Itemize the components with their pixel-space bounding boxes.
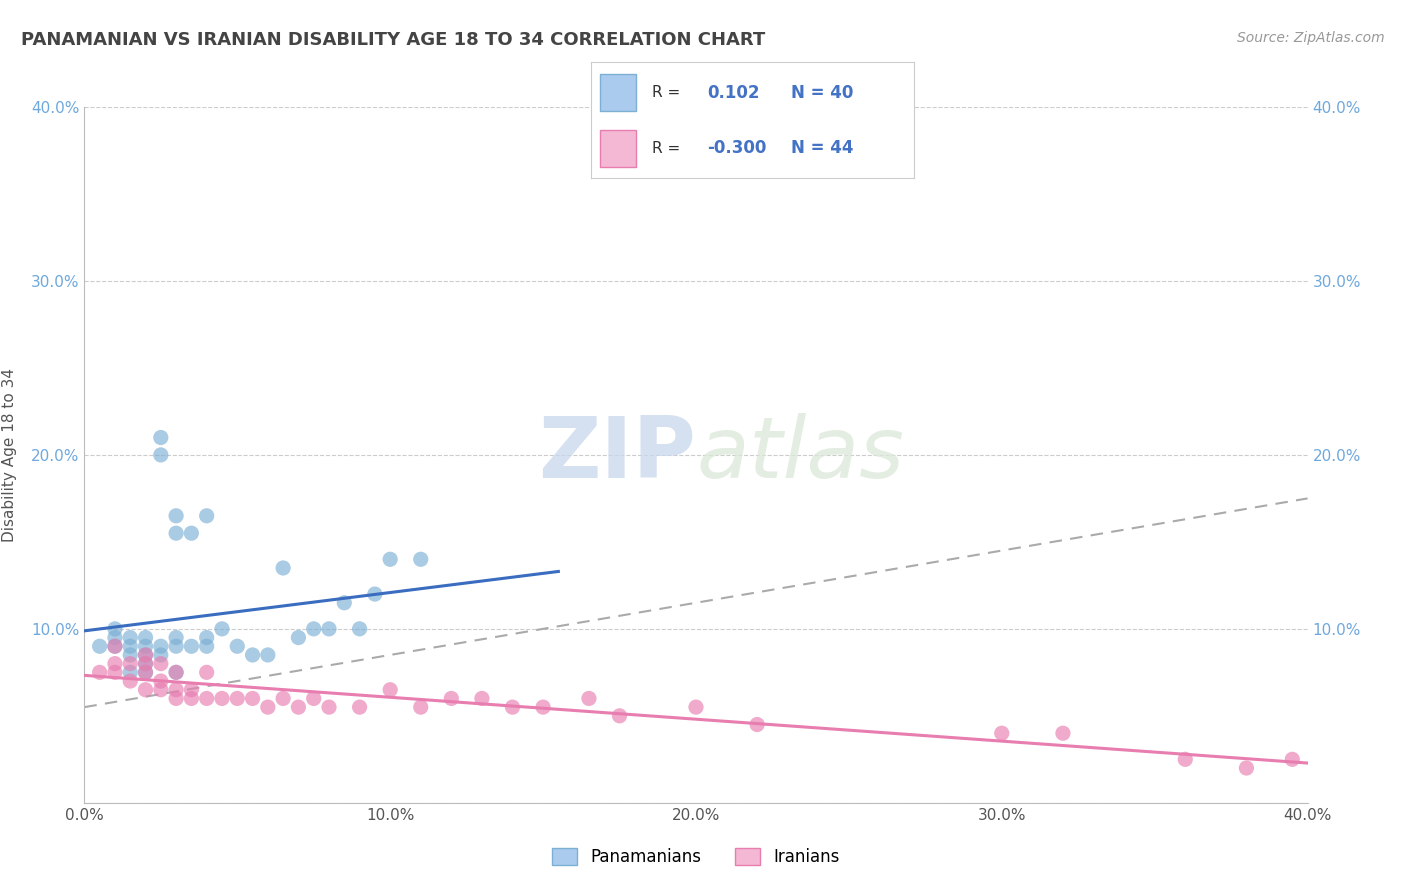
Point: [211, 691, 233, 706]
Point: [149, 648, 172, 662]
Text: PANAMANIAN VS IRANIAN DISABILITY AGE 18 TO 34 CORRELATION CHART: PANAMANIAN VS IRANIAN DISABILITY AGE 18 …: [21, 31, 765, 49]
Point: [685, 700, 707, 714]
Point: [333, 596, 356, 610]
Point: [104, 631, 127, 645]
Text: ZIP: ZIP: [538, 413, 696, 497]
Point: [104, 639, 127, 653]
Point: [135, 657, 157, 671]
Point: [409, 700, 432, 714]
Point: [226, 691, 249, 706]
Point: [1052, 726, 1074, 740]
Point: [195, 665, 218, 680]
Point: [135, 648, 157, 662]
Point: [991, 726, 1014, 740]
Point: [287, 700, 309, 714]
Point: [409, 552, 432, 566]
Point: [135, 665, 157, 680]
Point: [471, 691, 494, 706]
Point: [180, 682, 202, 697]
Point: [302, 691, 325, 706]
Point: [318, 700, 340, 714]
Point: [149, 448, 172, 462]
Text: R =: R =: [652, 85, 681, 100]
Point: [104, 657, 127, 671]
Point: [195, 508, 218, 523]
Point: [257, 648, 280, 662]
Point: [120, 648, 142, 662]
Point: [1174, 752, 1197, 766]
Point: [120, 639, 142, 653]
Point: [120, 631, 142, 645]
Point: [89, 665, 111, 680]
Point: [149, 682, 172, 697]
Point: [135, 639, 157, 653]
Point: [747, 717, 769, 731]
Point: [165, 631, 187, 645]
Point: [578, 691, 600, 706]
Point: [135, 648, 157, 662]
Point: [135, 665, 157, 680]
Text: Source: ZipAtlas.com: Source: ZipAtlas.com: [1237, 31, 1385, 45]
Point: [271, 561, 294, 575]
Point: [271, 691, 294, 706]
Point: [165, 508, 187, 523]
Point: [302, 622, 325, 636]
Point: [502, 700, 524, 714]
Point: [195, 691, 218, 706]
Point: [349, 622, 371, 636]
Point: [211, 622, 233, 636]
Point: [226, 639, 249, 653]
Text: N = 44: N = 44: [792, 139, 853, 157]
Point: [135, 631, 157, 645]
Point: [165, 639, 187, 653]
Point: [135, 657, 157, 671]
Point: [180, 639, 202, 653]
Point: [531, 700, 554, 714]
Point: [120, 674, 142, 689]
Point: [1281, 752, 1303, 766]
Point: [180, 526, 202, 541]
Point: [165, 665, 187, 680]
Point: [104, 665, 127, 680]
Legend: Panamanians, Iranians: Panamanians, Iranians: [544, 839, 848, 874]
Point: [318, 622, 340, 636]
Point: [609, 708, 631, 723]
Point: [180, 691, 202, 706]
Point: [364, 587, 387, 601]
Point: [242, 648, 264, 662]
Point: [380, 552, 402, 566]
Text: -0.300: -0.300: [707, 139, 766, 157]
Point: [149, 639, 172, 653]
Point: [287, 631, 309, 645]
Point: [149, 674, 172, 689]
Text: N = 40: N = 40: [792, 84, 853, 102]
Point: [165, 682, 187, 697]
Point: [120, 665, 142, 680]
Text: atlas: atlas: [696, 413, 904, 497]
Text: 0.102: 0.102: [707, 84, 759, 102]
Point: [104, 639, 127, 653]
FancyBboxPatch shape: [600, 129, 636, 167]
Point: [1236, 761, 1258, 775]
Point: [165, 526, 187, 541]
Point: [165, 691, 187, 706]
Point: [195, 639, 218, 653]
Point: [349, 700, 371, 714]
Point: [380, 682, 402, 697]
Point: [149, 431, 172, 445]
Point: [89, 639, 111, 653]
Point: [120, 657, 142, 671]
Point: [135, 682, 157, 697]
Point: [165, 665, 187, 680]
FancyBboxPatch shape: [600, 74, 636, 112]
Point: [149, 657, 172, 671]
Y-axis label: Disability Age 18 to 34: Disability Age 18 to 34: [3, 368, 17, 542]
Text: R =: R =: [652, 141, 681, 156]
Point: [440, 691, 463, 706]
Point: [195, 631, 218, 645]
Point: [104, 622, 127, 636]
Point: [257, 700, 280, 714]
Point: [242, 691, 264, 706]
